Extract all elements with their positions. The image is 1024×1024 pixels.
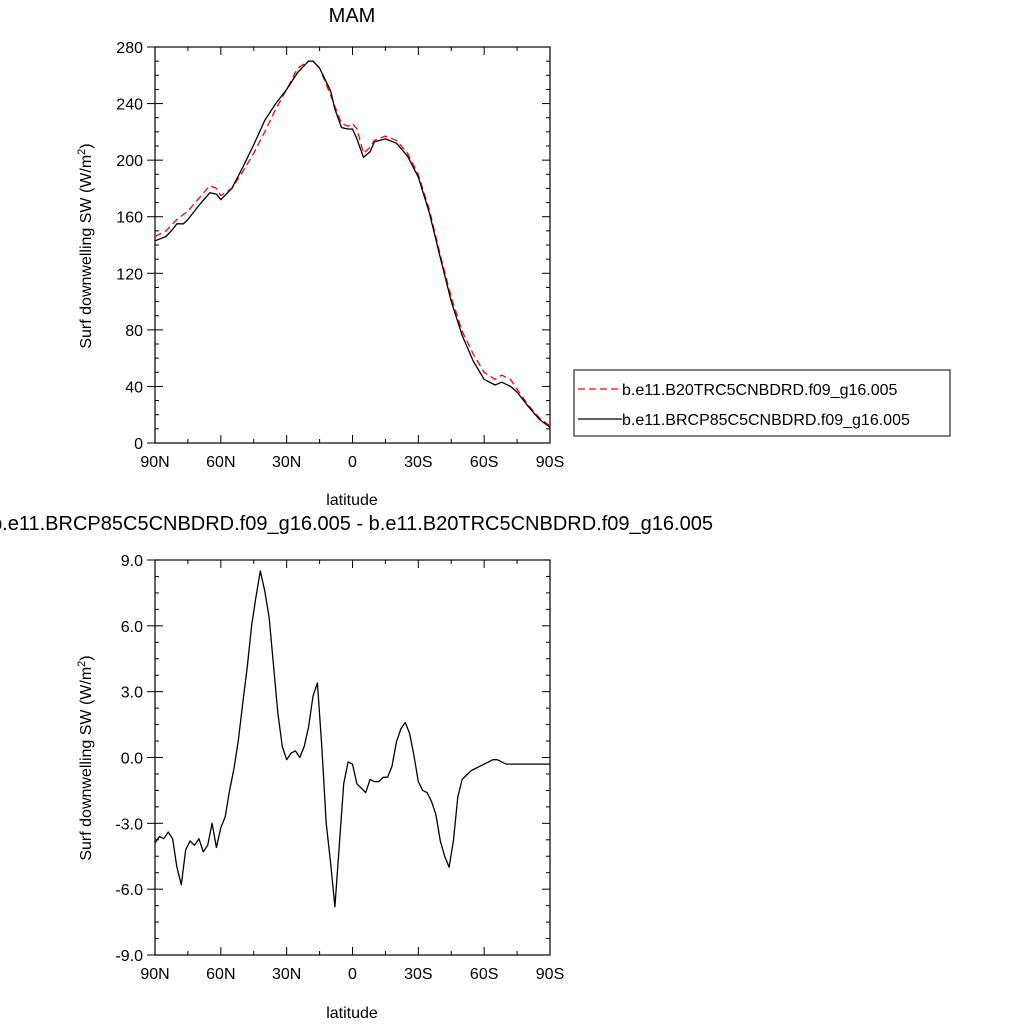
y-tick-label: 0.0 bbox=[121, 751, 143, 768]
x-tick-label: 30S bbox=[404, 966, 432, 983]
y-tick-label: 200 bbox=[116, 153, 143, 170]
top-x-axis-label: latitude bbox=[326, 492, 378, 509]
y-tick-label: -6.0 bbox=[115, 882, 143, 899]
x-tick-label: 60N bbox=[206, 454, 235, 471]
y-tick-label: -3.0 bbox=[115, 816, 143, 833]
legend-label-control: b.e11.B20TRC5CNBDRD.f09_g16.005 bbox=[622, 382, 898, 399]
x-tick-label: 60S bbox=[470, 966, 498, 983]
y-tick-label: 0 bbox=[134, 436, 143, 453]
x-tick-label: 30N bbox=[272, 454, 301, 471]
series-line-0-1 bbox=[154, 60, 551, 428]
x-tick-label: 30N bbox=[272, 966, 301, 983]
y-tick-label: 280 bbox=[116, 40, 143, 57]
top-chart-title: MAM bbox=[329, 5, 376, 27]
legend-label-future: b.e11.BRCP85C5CNBDRD.f09_g16.005 bbox=[622, 412, 910, 429]
x-tick-label: 60N bbox=[206, 966, 235, 983]
plot-frame bbox=[154, 46, 551, 444]
series-line-0-0 bbox=[154, 60, 551, 427]
y-tick-label: 6.0 bbox=[121, 619, 143, 636]
x-tick-label: 90N bbox=[140, 454, 169, 471]
y-tick-label: 3.0 bbox=[121, 685, 143, 702]
bottom-x-axis-label: latitude bbox=[326, 1005, 378, 1022]
plot-frame bbox=[154, 559, 551, 956]
bottom-chart-title: b.e11.BRCP85C5CNBDRD.f09_g16.005 - b.e11… bbox=[0, 513, 713, 535]
bottom-y-axis-label: Surf downwelling SW (W/m2) bbox=[76, 655, 95, 860]
y-tick-label: 80 bbox=[125, 323, 143, 340]
x-tick-label: 30S bbox=[404, 454, 432, 471]
legend: b.e11.B20TRC5CNBDRD.f09_g16.005 b.e11.BR… bbox=[573, 369, 951, 437]
x-tick-label: 90S bbox=[536, 454, 564, 471]
top-y-axis-label: Surf downwelling SW (W/m2) bbox=[76, 143, 95, 348]
y-tick-label: 9.0 bbox=[121, 553, 143, 570]
y-tick-label: 40 bbox=[125, 379, 143, 396]
x-tick-label: 90N bbox=[140, 966, 169, 983]
series-line-1-0 bbox=[154, 570, 550, 908]
y-tick-label: 120 bbox=[116, 266, 143, 283]
y-tick-label: 160 bbox=[116, 210, 143, 227]
legend-box bbox=[573, 369, 951, 437]
top-panel: MAM latitude Surf downwelling SW (W/m2) … bbox=[76, 5, 564, 509]
x-tick-label: 0 bbox=[348, 966, 357, 983]
x-tick-label: 0 bbox=[348, 454, 357, 471]
y-tick-label: 240 bbox=[116, 97, 143, 114]
bottom-panel: b.e11.BRCP85C5CNBDRD.f09_g16.005 - b.e11… bbox=[0, 513, 713, 1022]
x-tick-label: 90S bbox=[536, 966, 564, 983]
x-tick-label: 60S bbox=[470, 454, 498, 471]
y-tick-label: -9.0 bbox=[115, 948, 143, 965]
